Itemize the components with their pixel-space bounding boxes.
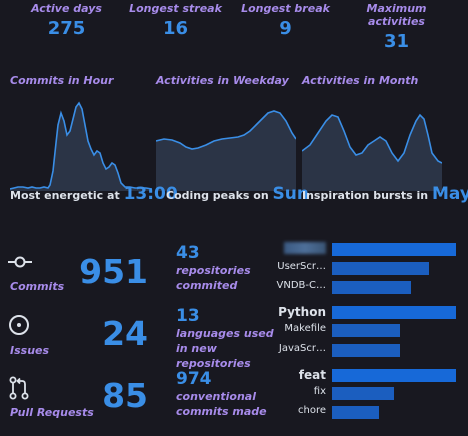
caption-prefix: Most energetic at xyxy=(10,189,120,202)
stat-label: Active days xyxy=(31,2,102,15)
caption-value: 13:00 xyxy=(123,184,178,204)
stat-languages: 13 languages used in new repositories xyxy=(176,306,286,371)
bar-row-commit-type-1: feat xyxy=(282,367,468,383)
stat-value: 9 xyxy=(279,18,292,39)
stat-value: 85 xyxy=(102,376,148,415)
chart-activities-in-month: Activities in Month xyxy=(302,74,447,191)
chart-title: Commits in Hour xyxy=(10,74,114,87)
chart-commits-in-hour: Commits in Hour xyxy=(10,74,155,191)
bar-label: UserScr… xyxy=(277,261,326,272)
bar xyxy=(332,281,411,294)
stat-line2: commited xyxy=(176,279,238,292)
stat-value: 974 xyxy=(176,369,212,389)
caption-hour: Most energetic at 13:00 xyxy=(10,184,178,204)
stat-label: Longest break xyxy=(241,2,330,15)
bar-label: JavaScr… xyxy=(278,343,326,354)
stat-line1: repositories xyxy=(176,264,251,277)
caption-value: Sun xyxy=(272,184,309,204)
bar-label: chore xyxy=(298,405,326,416)
hour-sparkline xyxy=(10,101,152,191)
stat-repositories: 43 repositories commited xyxy=(176,243,286,293)
bar xyxy=(332,406,379,419)
issue-icon xyxy=(8,314,32,338)
stat-label: Commits xyxy=(10,280,65,293)
caption-month: Inspiration bursts in May xyxy=(302,184,468,204)
bar-row-commit-type-3: chore xyxy=(282,404,468,420)
stat-value: 31 xyxy=(383,31,410,52)
stat-longest-break: Longest break 9 xyxy=(227,0,344,39)
stat-label: Issues xyxy=(10,344,50,357)
stat-value: 275 xyxy=(47,18,86,39)
chart-title: Activities in Weekday xyxy=(156,74,289,87)
stat-label: Pull Requests xyxy=(10,406,94,419)
bar-row-lang-1: Python xyxy=(278,304,468,320)
chart-title: Activities in Month xyxy=(302,74,419,87)
bar-label: fix xyxy=(313,386,326,397)
bar xyxy=(332,324,400,337)
bar-row-lang-3: JavaScr… xyxy=(278,342,468,358)
stat-longest-streak: Longest streak 16 xyxy=(117,0,234,39)
stat-pull-requests: Pull Requests 85 xyxy=(8,376,148,436)
bar xyxy=(332,243,456,256)
caption-value: May xyxy=(431,184,468,204)
bar-row-repo-3: VNDB-C… xyxy=(277,279,468,295)
stat-value: 43 xyxy=(176,243,200,263)
stat-label: Maximum activities xyxy=(366,2,427,28)
month-sparkline xyxy=(302,113,442,191)
stat-line2: commits made xyxy=(176,405,267,418)
stat-issues: Issues 24 xyxy=(8,314,148,374)
weekday-sparkline xyxy=(156,110,296,191)
pull-request-icon xyxy=(8,376,32,400)
caption-prefix: Coding peaks on xyxy=(166,189,269,202)
stat-maximum-activities: Maximum activities 31 xyxy=(338,0,455,52)
caption-prefix: Inspiration bursts in xyxy=(302,189,429,202)
bar-label: VNDB-C… xyxy=(276,280,326,291)
bar-row-lang-2: Makefile xyxy=(282,322,468,338)
stat-value: 16 xyxy=(162,18,189,39)
stat-active-days: Active days 275 xyxy=(8,0,125,39)
bar-row-repo-1 xyxy=(282,241,468,257)
bar xyxy=(332,306,456,319)
stat-conventional-commits: 974 conventional commits made xyxy=(176,369,286,419)
caption-weekday: Coding peaks on Sun xyxy=(166,184,309,204)
stat-value: 13 xyxy=(176,306,200,326)
stat-value: 951 xyxy=(79,252,148,291)
bar xyxy=(332,262,429,275)
stat-value: 24 xyxy=(102,314,148,353)
commit-icon xyxy=(8,252,32,276)
chart-activities-in-weekday: Activities in Weekday xyxy=(156,74,301,191)
bar-label: Python xyxy=(278,305,326,319)
stat-commits: Commits 951 xyxy=(8,252,148,312)
bar xyxy=(332,387,394,400)
bar-label: Makefile xyxy=(284,323,326,334)
stat-label: Longest streak xyxy=(129,2,222,15)
blurred-repo-name xyxy=(284,242,326,254)
stat-line1: languages used xyxy=(176,327,274,340)
bar-row-commit-type-2: fix xyxy=(282,385,468,401)
stat-line1: conventional xyxy=(176,390,256,403)
bar xyxy=(332,369,456,382)
bar-label: feat xyxy=(298,368,326,382)
bar xyxy=(332,344,400,357)
stat-line2: in new repositories xyxy=(176,342,251,370)
bar-row-repo-2: UserScr… xyxy=(277,260,468,276)
